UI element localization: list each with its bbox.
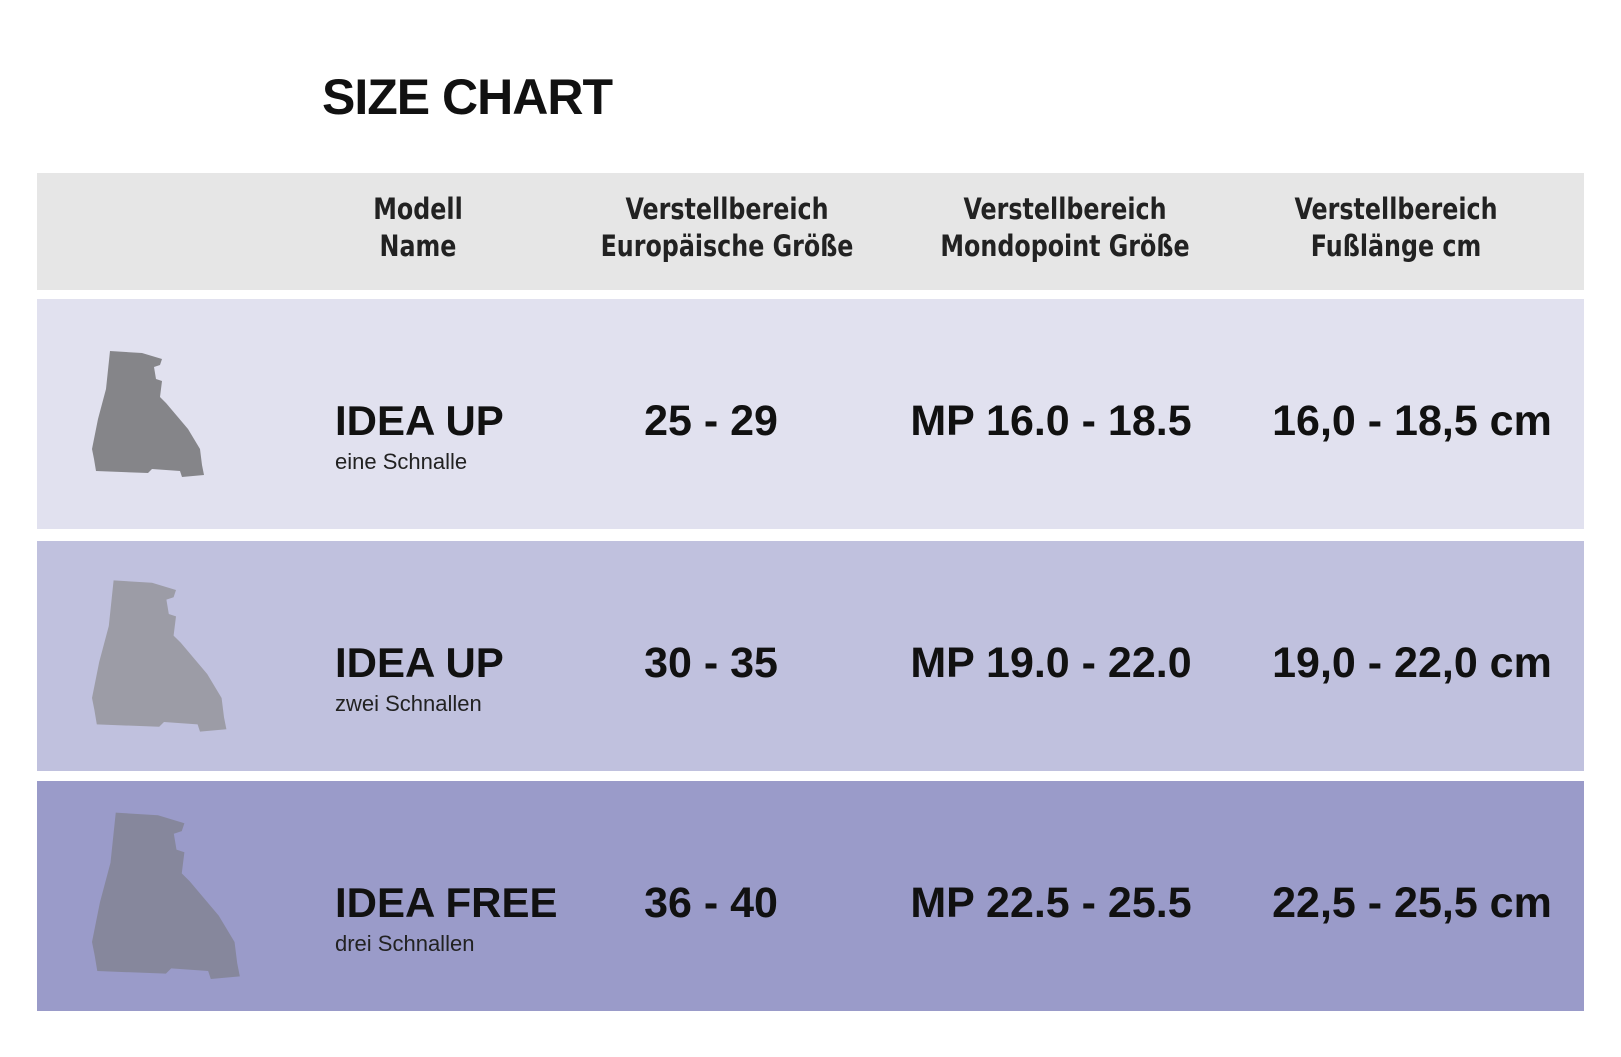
header-cell: Verstellbereich Europäische Größe (596, 191, 858, 265)
header-cell: Modell Name (287, 191, 549, 265)
header-line: Europäische Größe (600, 229, 854, 263)
header-line: Fußlänge cm (1310, 229, 1482, 263)
header-cell: Verstellbereich Fußlänge cm (1265, 191, 1527, 265)
buckle-count: eine Schnalle (335, 449, 468, 474)
mondopoint-size: MP 16.0 - 18.5 (910, 397, 1192, 445)
buckle-count: drei Schnallen (335, 931, 475, 956)
foot-length: 22,5 - 25,5 cm (1272, 879, 1552, 927)
title: SIZE CHART (322, 69, 613, 125)
boot-icon (92, 351, 204, 477)
table-header: Modell Name Verstellbereich Europäische Grö… (37, 173, 1584, 290)
table-row: IDEA UP zwei Schnallen 30 - 35 MP 19.0 - 22… (37, 541, 1584, 771)
mondopoint-size: MP 19.0 - 22.0 (910, 639, 1192, 687)
table-row: IDEA FREE drei Schnallen 36 - 40 MP 22.5 - … (37, 781, 1584, 1011)
foot-length: 19,0 - 22,0 cm (1272, 639, 1552, 687)
model-name: IDEA FREE (335, 879, 558, 926)
boot-icon (92, 580, 227, 732)
header-line: Verstellbereich (1294, 192, 1498, 226)
foot-length: 16,0 - 18,5 cm (1272, 397, 1552, 445)
model-name: IDEA UP (335, 639, 504, 686)
table-row: IDEA UP eine Schnalle 25 - 29 MP 16.0 - 18.… (37, 299, 1584, 529)
header-line: Verstellbereich (625, 192, 829, 226)
eu-size: 30 - 35 (644, 639, 778, 687)
buckle-count: zwei Schnallen (335, 691, 482, 716)
model-name: IDEA UP (335, 397, 504, 444)
header-line: Modell (373, 192, 463, 226)
mondopoint-size: MP 22.5 - 25.5 (910, 879, 1192, 927)
eu-size: 25 - 29 (644, 397, 778, 445)
header-line: Verstellbereich (963, 192, 1167, 226)
header-line: Mondopoint Größe (940, 229, 1190, 263)
header-cell: Verstellbereich Mondopoint Größe (934, 191, 1196, 265)
boot-icon (92, 812, 240, 980)
header-line: Name (379, 229, 457, 263)
eu-size: 36 - 40 (644, 879, 778, 927)
